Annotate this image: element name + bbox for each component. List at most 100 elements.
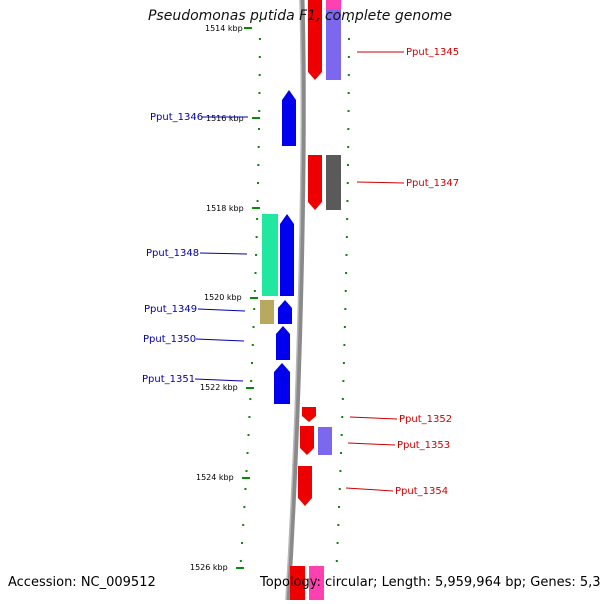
gene-pput-1346[interactable]: [282, 90, 296, 146]
tick-dot: [336, 542, 339, 544]
tick-dot: [253, 308, 256, 310]
tick-dot: [253, 290, 256, 292]
gene-pput-1350[interactable]: [276, 326, 290, 360]
gene-khaki[interactable]: [260, 300, 274, 324]
gene-mint[interactable]: [262, 214, 278, 296]
tick-1522: 1522 kbp: [200, 383, 254, 392]
tick-dot: [347, 56, 350, 58]
tick-dot: [344, 290, 347, 292]
tick-dot: [341, 398, 344, 400]
tick-1526: 1526 kbp: [190, 563, 244, 572]
tick-dot: [257, 128, 260, 130]
gene-pput-1349[interactable]: [278, 300, 292, 324]
tick-dot: [338, 506, 341, 508]
gene-label[interactable]: Pput_1349: [144, 304, 197, 315]
tick-dot: [338, 488, 341, 490]
tick-label: 1520 kbp: [204, 293, 242, 302]
tick-dot: [251, 344, 254, 346]
tick-dot: [243, 506, 246, 508]
tick-dot: [344, 308, 347, 310]
tick-dot: [347, 128, 350, 130]
tick-1514: 1514 kbp: [205, 24, 252, 33]
tick-dot: [247, 434, 250, 436]
tick-dot: [345, 236, 348, 238]
tick-dot: [335, 560, 338, 562]
tick-dot: [342, 362, 345, 364]
tick-dot: [250, 380, 253, 382]
gene-label[interactable]: Pput_1351: [142, 374, 195, 385]
tick-dot: [340, 434, 343, 436]
tick-dot: [347, 146, 350, 148]
tick-1518: 1518 kbp: [206, 204, 260, 213]
gene-pput-1348[interactable]: [280, 214, 294, 296]
accession-text: Accession: NC_009512: [8, 575, 156, 590]
tick-dot: [342, 380, 345, 382]
tick-dot: [254, 272, 257, 274]
gene-red-bottom[interactable]: [290, 566, 305, 600]
gene-label[interactable]: Pput_1346: [150, 112, 203, 123]
tick-dot: [341, 416, 344, 418]
gene-label[interactable]: Pput_1353: [397, 440, 450, 451]
tick-dot: [343, 344, 346, 346]
tick-dot: [256, 182, 259, 184]
tick-label: 1514 kbp: [205, 24, 243, 33]
gene-label[interactable]: Pput_1348: [146, 248, 199, 259]
gene-pput-1345[interactable]: [308, 0, 322, 80]
map-title: Pseudomonas putida F1, complete genome: [147, 8, 453, 24]
minus-strand-genes: [260, 90, 296, 404]
tick-label: 1526 kbp: [190, 563, 228, 572]
gene-pink-top[interactable]: [326, 0, 341, 10]
gene-label[interactable]: Pput_1352: [399, 414, 452, 425]
tick-dot: [347, 110, 350, 112]
gene-label[interactable]: Pput_1354: [395, 486, 448, 497]
gene-pput-1353[interactable]: [300, 426, 314, 455]
genome-backbone: [285, 0, 306, 601]
gene-label[interactable]: Pput_1347: [406, 178, 459, 189]
gene-label[interactable]: Pput_1345: [406, 47, 459, 58]
left-gene-labels: Pput_1346 Pput_1348 Pput_1349 Pput_1350 …: [142, 112, 203, 385]
gene-pput-1351[interactable]: [274, 363, 290, 404]
tick-dot: [257, 146, 260, 148]
tick-dot: [337, 524, 340, 526]
tick-dot: [258, 20, 261, 22]
tick-1520: 1520 kbp: [204, 293, 258, 302]
tick-dot: [346, 200, 349, 202]
inner-tick-ring: [239, 20, 261, 562]
tick-dot: [347, 74, 350, 76]
tick-dot: [241, 542, 244, 544]
tick-dot: [245, 470, 248, 472]
tick-dot: [258, 92, 261, 94]
gene-pput-1353-lavender[interactable]: [318, 427, 332, 455]
tick-dot: [257, 164, 260, 166]
plus-strand-genes: [290, 0, 341, 600]
gene-label[interactable]: Pput_1350: [143, 334, 196, 345]
tick-dot: [255, 254, 258, 256]
tick-label: 1516 kbp: [206, 114, 244, 123]
tick-dot: [250, 362, 253, 364]
gene-pput-1354[interactable]: [298, 466, 312, 506]
tick-dot: [345, 272, 348, 274]
tick-dot: [246, 452, 249, 454]
tick-dot: [258, 56, 261, 58]
tick-dot: [252, 326, 255, 328]
tick-dot: [249, 398, 252, 400]
tick-dot: [346, 164, 349, 166]
tick-dot: [343, 326, 346, 328]
tick-dot: [256, 218, 259, 220]
tick-dot: [242, 524, 245, 526]
outer-tick-ring: [335, 20, 350, 562]
gene-pink-bottom[interactable]: [309, 566, 324, 600]
right-gene-labels: Pput_1345 Pput_1347 Pput_1352 Pput_1353 …: [395, 47, 459, 497]
scale-ticks: 1514 kbp 1516 kbp 1518 kbp 1520 kbp 1522…: [190, 24, 260, 572]
tick-1516: 1516 kbp: [206, 114, 260, 123]
tick-dot: [258, 74, 261, 76]
gene-pput-1345-lavender[interactable]: [326, 0, 341, 80]
gene-dark-gray[interactable]: [326, 155, 341, 210]
tick-dot: [340, 452, 343, 454]
tick-dot: [239, 560, 242, 562]
tick-dot: [255, 236, 258, 238]
gene-pput-1347[interactable]: [308, 155, 322, 210]
gene-pput-1352[interactable]: [302, 407, 316, 422]
